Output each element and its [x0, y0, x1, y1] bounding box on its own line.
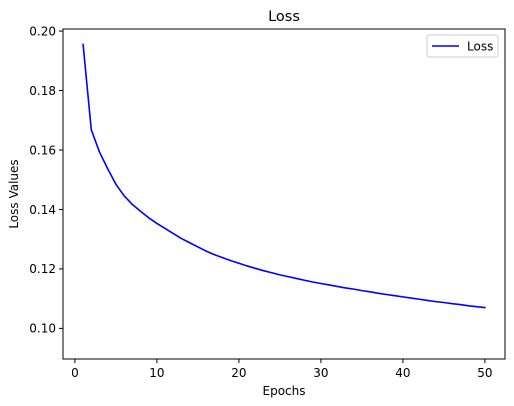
- y-axis-ticks: 0.10 0.12 0.14 0.16 0.18 0.20: [29, 24, 63, 336]
- series-layer: [82, 43, 486, 309]
- x-axis-title: Epochs: [263, 384, 306, 398]
- chart-title: Loss: [268, 9, 300, 25]
- y-tick-label: 0.16: [29, 143, 56, 157]
- x-axis-ticks: 0 10 20 30 40 50: [71, 359, 493, 380]
- y-tick-label: 0.18: [29, 84, 56, 98]
- x-tick-label: 10: [149, 366, 164, 380]
- y-axis-title: Loss Values: [7, 159, 21, 228]
- y-tick-label: 0.20: [29, 24, 56, 38]
- x-tick-label: 40: [395, 366, 410, 380]
- legend-label-loss: Loss: [467, 40, 493, 54]
- plot-area-frame: [62, 28, 506, 360]
- series-line-loss: [82, 43, 486, 309]
- x-tick-label: 50: [477, 366, 492, 380]
- y-tick-label: 0.12: [29, 262, 56, 276]
- x-tick-label: 0: [71, 366, 79, 380]
- x-tick-label: 30: [313, 366, 328, 380]
- y-tick-label: 0.14: [29, 203, 56, 217]
- legend-box: [426, 34, 499, 58]
- x-tick-label: 20: [231, 366, 246, 380]
- legend: Loss: [426, 34, 499, 58]
- y-tick-label: 0.10: [29, 322, 56, 336]
